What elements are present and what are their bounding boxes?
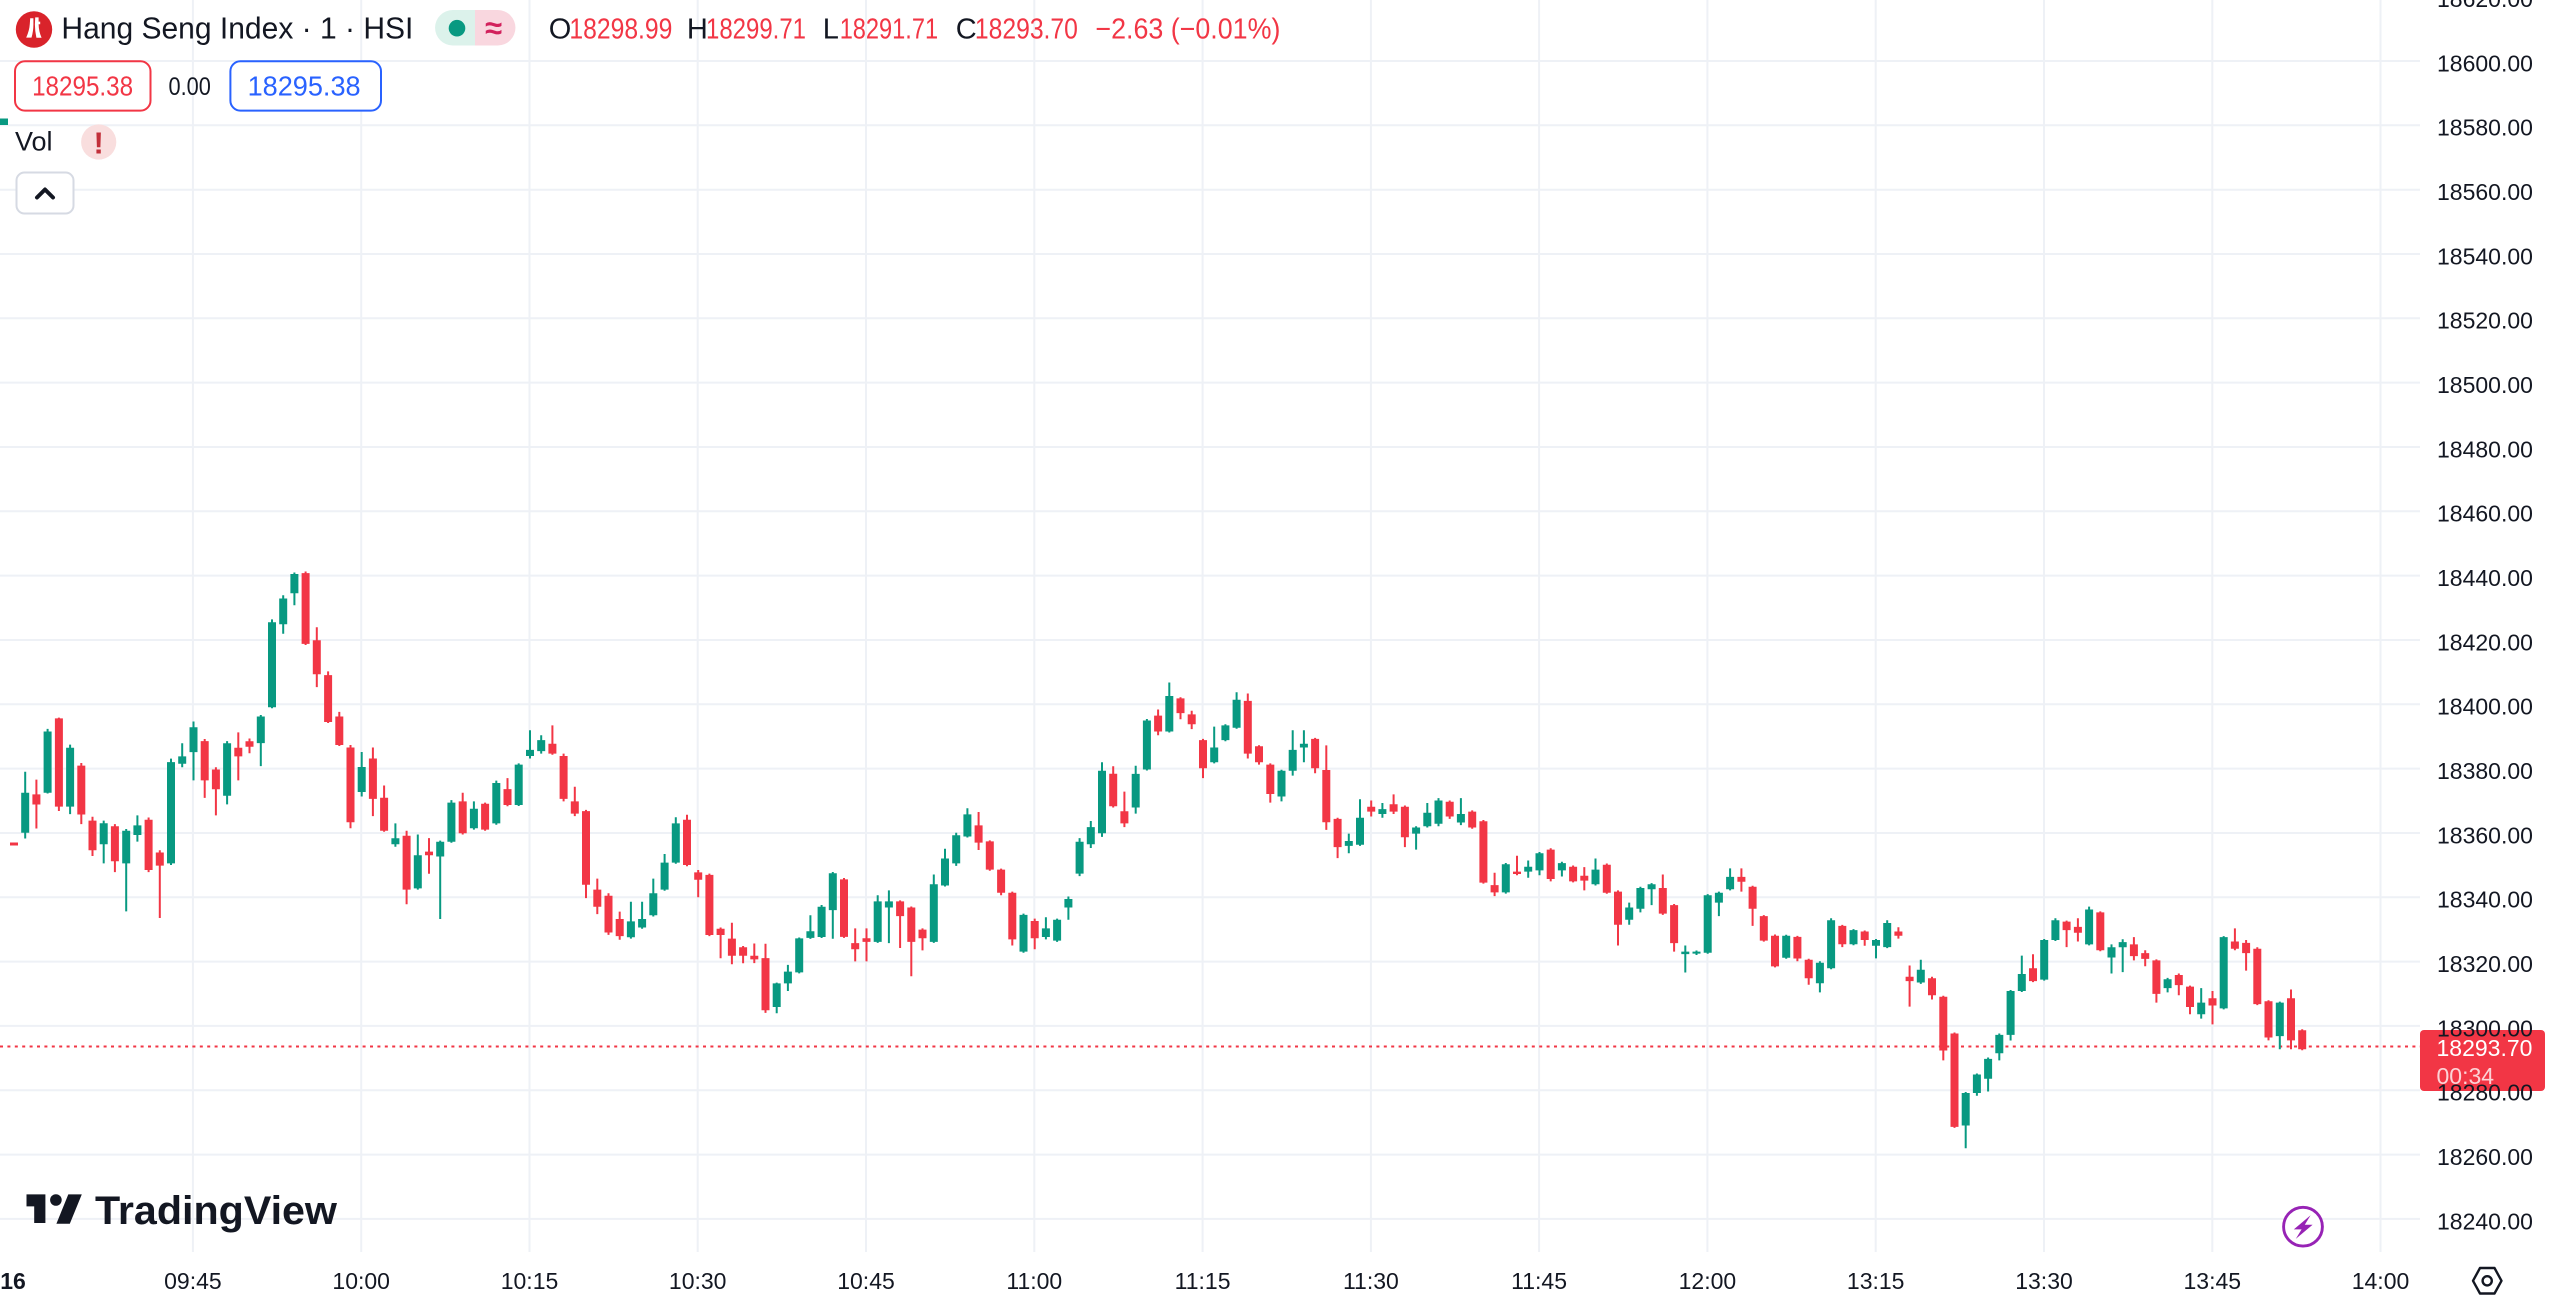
svg-text:11:30: 11:30 xyxy=(1343,1268,1399,1294)
svg-text:18560.00: 18560.00 xyxy=(2437,179,2533,205)
svg-text:≈: ≈ xyxy=(485,11,502,46)
svg-text:13:15: 13:15 xyxy=(1847,1268,1905,1294)
svg-text:TradingView: TradingView xyxy=(95,1189,338,1233)
svg-text:18540.00: 18540.00 xyxy=(2437,243,2533,269)
svg-text:18260.00: 18260.00 xyxy=(2437,1144,2533,1170)
svg-text:13:45: 13:45 xyxy=(2184,1268,2242,1294)
svg-text:14:00: 14:00 xyxy=(2352,1268,2410,1294)
svg-text:18480.00: 18480.00 xyxy=(2437,436,2533,462)
svg-text:C: C xyxy=(956,14,977,46)
svg-text:18295.38: 18295.38 xyxy=(32,71,133,102)
svg-text:11:45: 11:45 xyxy=(1511,1268,1567,1294)
svg-text:18500.00: 18500.00 xyxy=(2437,372,2533,398)
svg-text:18440.00: 18440.00 xyxy=(2437,565,2533,591)
svg-text:16: 16 xyxy=(0,1268,26,1294)
svg-text:Vol: Vol xyxy=(15,127,53,157)
svg-text:Hang Seng Index · 1 · HSI: Hang Seng Index · 1 · HSI xyxy=(61,11,413,46)
svg-text:18280.00: 18280.00 xyxy=(2437,1080,2533,1106)
svg-text:18620.00: 18620.00 xyxy=(2437,0,2533,12)
svg-text:10:30: 10:30 xyxy=(669,1268,727,1294)
svg-text:13:30: 13:30 xyxy=(2015,1268,2073,1294)
svg-text:18295.38: 18295.38 xyxy=(248,71,361,102)
svg-text:10:15: 10:15 xyxy=(501,1268,559,1294)
svg-text:L: L xyxy=(823,14,839,46)
svg-text:18360.00: 18360.00 xyxy=(2437,822,2533,848)
svg-text:18298.99: 18298.99 xyxy=(569,14,672,46)
svg-text:18320.00: 18320.00 xyxy=(2437,951,2533,977)
svg-text:10:00: 10:00 xyxy=(332,1268,390,1294)
svg-text:18460.00: 18460.00 xyxy=(2437,501,2533,527)
svg-text:18600.00: 18600.00 xyxy=(2437,50,2533,76)
svg-text:H: H xyxy=(687,14,708,46)
svg-text:11:00: 11:00 xyxy=(1006,1268,1062,1294)
svg-text:18420.00: 18420.00 xyxy=(2437,629,2533,655)
svg-text:10:45: 10:45 xyxy=(837,1268,895,1294)
svg-text:18380.00: 18380.00 xyxy=(2437,758,2533,784)
svg-text:18240.00: 18240.00 xyxy=(2437,1208,2533,1234)
svg-text:12:00: 12:00 xyxy=(1679,1268,1737,1294)
svg-text:09:45: 09:45 xyxy=(164,1268,222,1294)
svg-text:18580.00: 18580.00 xyxy=(2437,115,2533,141)
svg-text:!: ! xyxy=(94,126,104,161)
svg-text:00:34: 00:34 xyxy=(2437,1063,2495,1089)
svg-text:0.00: 0.00 xyxy=(169,73,211,101)
svg-text:18300.00: 18300.00 xyxy=(2437,1015,2533,1041)
svg-text:18400.00: 18400.00 xyxy=(2437,694,2533,720)
svg-text:O: O xyxy=(549,14,572,46)
svg-text:−2.63 (−0.01%): −2.63 (−0.01%) xyxy=(1095,14,1280,46)
svg-text:18340.00: 18340.00 xyxy=(2437,887,2533,913)
svg-text:18520.00: 18520.00 xyxy=(2437,308,2533,334)
svg-text:18299.71: 18299.71 xyxy=(706,14,806,46)
svg-text:18293.70: 18293.70 xyxy=(975,14,1078,46)
svg-text:11:15: 11:15 xyxy=(1175,1268,1231,1294)
svg-text:18291.71: 18291.71 xyxy=(840,14,938,46)
svg-text:18293.70: 18293.70 xyxy=(2437,1035,2533,1061)
